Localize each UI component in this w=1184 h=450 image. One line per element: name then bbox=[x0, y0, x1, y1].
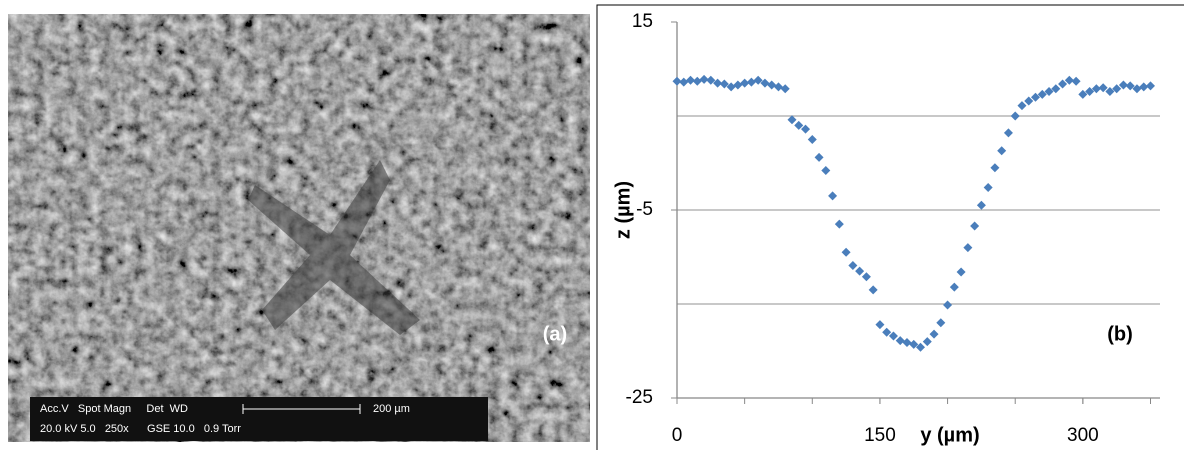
data-point bbox=[882, 327, 892, 337]
panel-label: (b) bbox=[1107, 323, 1133, 345]
data-point bbox=[679, 77, 689, 87]
data-point bbox=[1125, 81, 1135, 91]
data-point bbox=[956, 267, 966, 277]
data-point bbox=[1085, 87, 1095, 97]
data-point bbox=[706, 75, 716, 85]
data-point bbox=[828, 191, 838, 201]
data-point bbox=[746, 77, 756, 87]
data-point bbox=[807, 135, 817, 144]
data-point bbox=[672, 76, 682, 86]
data-point bbox=[740, 78, 750, 88]
sem-image: Acc.V Spot Magn Det WD 20.0 kV 5.0 250x … bbox=[8, 14, 590, 442]
x-tick-label: 150 bbox=[864, 425, 896, 446]
data-point bbox=[970, 221, 980, 231]
data-point bbox=[767, 80, 777, 90]
data-point bbox=[949, 282, 959, 292]
data-point bbox=[1044, 87, 1054, 97]
data-point bbox=[1058, 79, 1068, 89]
x-axis-label: y (µm) bbox=[920, 424, 979, 446]
data-point bbox=[943, 300, 953, 310]
info-line: Acc.V Spot Magn Det WD bbox=[40, 403, 188, 415]
data-point bbox=[1112, 84, 1122, 94]
y-axis-label: z (µm) bbox=[612, 181, 634, 239]
data-point bbox=[1078, 89, 1088, 99]
data-point bbox=[929, 329, 939, 339]
data-point bbox=[909, 339, 919, 349]
data-point bbox=[997, 146, 1007, 156]
data-point bbox=[1139, 82, 1149, 92]
data-point bbox=[1118, 80, 1128, 90]
data-point bbox=[1091, 84, 1101, 94]
data-point bbox=[794, 120, 804, 130]
data-point bbox=[902, 338, 912, 348]
data-point bbox=[916, 342, 926, 352]
data-point bbox=[1031, 92, 1041, 102]
data-point bbox=[990, 163, 1000, 173]
data-point bbox=[841, 247, 851, 257]
data-point bbox=[936, 318, 946, 328]
data-point bbox=[1010, 111, 1020, 121]
info-bar bbox=[30, 397, 488, 441]
data-point bbox=[713, 78, 723, 88]
data-point bbox=[686, 75, 696, 85]
x-tick-label: 300 bbox=[1067, 425, 1099, 446]
data-point bbox=[834, 219, 844, 229]
data-point bbox=[1071, 76, 1081, 86]
data-point bbox=[861, 272, 871, 282]
data-point bbox=[888, 331, 898, 341]
data-point bbox=[760, 78, 770, 88]
data-point bbox=[780, 84, 790, 94]
data-point bbox=[855, 266, 865, 276]
data-point bbox=[1105, 87, 1115, 97]
chart-frame bbox=[596, 4, 1184, 450]
data-point bbox=[1132, 84, 1142, 94]
data-point bbox=[848, 260, 858, 270]
data-point bbox=[868, 285, 878, 295]
data-point bbox=[801, 124, 811, 134]
data-point bbox=[1064, 75, 1074, 85]
data-point bbox=[787, 115, 797, 125]
data-point bbox=[1098, 83, 1108, 93]
indent-mark bbox=[248, 160, 420, 335]
x-tick-label: 0 bbox=[672, 425, 683, 446]
data-point bbox=[1146, 81, 1155, 91]
data-point bbox=[821, 166, 831, 176]
data-point bbox=[719, 79, 729, 89]
data-point bbox=[1024, 96, 1034, 106]
y-tick-label: 15 bbox=[632, 11, 653, 32]
data-point bbox=[976, 200, 986, 210]
data-point bbox=[983, 182, 993, 192]
data-point bbox=[699, 74, 709, 84]
data-point bbox=[1003, 128, 1013, 138]
data-point bbox=[963, 243, 973, 253]
data-point bbox=[692, 76, 702, 86]
y-tick-label: -25 bbox=[626, 387, 653, 408]
panel-label: (a) bbox=[543, 323, 567, 345]
data-point bbox=[726, 82, 736, 92]
data-point bbox=[1051, 84, 1061, 94]
data-point bbox=[1017, 101, 1027, 111]
data-point bbox=[922, 337, 932, 347]
y-tick-label: -5 bbox=[636, 199, 653, 220]
data-point bbox=[753, 75, 763, 85]
data-point bbox=[773, 82, 783, 92]
data-point bbox=[1037, 89, 1047, 99]
data-point bbox=[895, 336, 905, 346]
scale-label: 200 µm bbox=[373, 403, 410, 415]
data-point bbox=[814, 152, 824, 162]
data-point bbox=[733, 80, 743, 90]
info-line: 20.0 kV 5.0 250x GSE 10.0 0.9 Torr bbox=[40, 423, 241, 435]
data-point bbox=[875, 320, 885, 330]
